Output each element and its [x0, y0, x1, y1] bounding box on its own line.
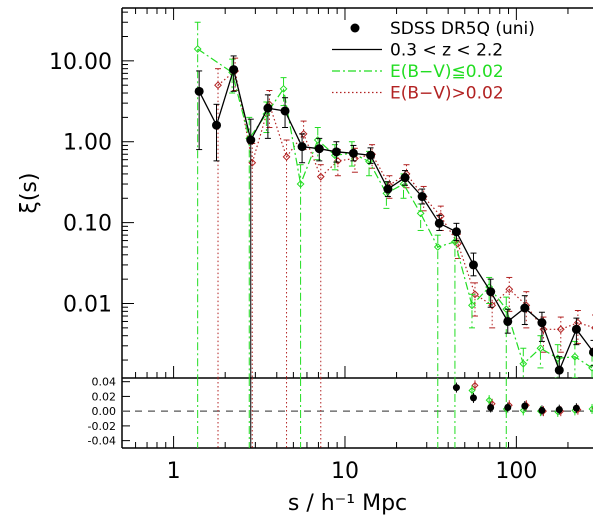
all-point: [263, 103, 273, 113]
all-point: [434, 218, 444, 228]
highext-point: [299, 129, 308, 138]
all-point: [468, 260, 478, 270]
highext-point: [333, 156, 342, 165]
lowext-point: [365, 157, 373, 166]
lowext-point: [519, 359, 528, 368]
all-resid-point: [469, 394, 477, 402]
all-resid-point: [521, 402, 529, 410]
highext-point: [316, 172, 325, 181]
x-axis-label: s / h⁻¹ Mpc: [288, 491, 407, 516]
all-resid-point: [555, 406, 563, 414]
all-point: [212, 120, 222, 130]
all-point: [589, 347, 593, 357]
lowext-point: [433, 243, 442, 251]
highext-point: [248, 158, 257, 167]
all-resid-point: [452, 384, 460, 392]
lowext-point: [468, 301, 476, 310]
lowext-point: [570, 352, 579, 361]
lowext-point: [296, 180, 305, 188]
legend-label: 0.3 < z < 2.2: [390, 41, 503, 61]
all-point: [417, 192, 427, 202]
y-axis-label: ξ(s): [17, 173, 42, 214]
all-point: [280, 106, 290, 116]
all-point: [537, 318, 547, 328]
lowext-resid-point: [588, 405, 593, 413]
resid-y-tick-label: 0.00: [92, 405, 117, 418]
y-tick-label: 0.01: [63, 293, 112, 318]
x-tick-label: 100: [495, 459, 537, 484]
resid-y-tick-label: -0.02: [88, 420, 116, 433]
highext-point: [214, 81, 222, 90]
legend-label: SDSS DR5Q (uni): [390, 19, 535, 39]
resid-y-tick-label: 0.04: [92, 376, 117, 389]
lowext-point: [262, 110, 271, 118]
x-tick-label: 1: [167, 459, 181, 484]
all-point: [194, 86, 204, 96]
lowext-series-line: [197, 48, 593, 369]
all-point: [451, 227, 461, 237]
lowext-point: [313, 136, 322, 144]
legend: SDSS DR5Q (uni)0.3 < z < 2.2E(B−V)≦0.02E…: [332, 19, 535, 104]
highext-point: [488, 301, 497, 310]
all-point: [571, 324, 581, 334]
all-point: [246, 135, 256, 145]
all-point: [520, 303, 530, 313]
all-point: [400, 173, 410, 183]
y-tick-label: 1.00: [63, 131, 112, 156]
all-point: [297, 142, 307, 152]
highext-point: [539, 325, 548, 334]
y-tick-label: 0.10: [63, 212, 112, 237]
legend-label: E(B−V)>0.02: [390, 84, 504, 104]
highext-point: [505, 285, 514, 294]
lowext-point: [502, 305, 511, 314]
lowext-point: [536, 344, 545, 353]
all-point: [314, 144, 324, 154]
legend-label: E(B−V)≦0.02: [390, 62, 504, 82]
all-resid-point: [504, 403, 512, 411]
lowext-point: [399, 180, 408, 188]
x-tick-label: 10: [331, 459, 359, 484]
top-plot-area: [193, 21, 593, 378]
highext-point: [471, 290, 479, 299]
highext-resid-point: [471, 381, 479, 389]
lowext-resid-point: [468, 387, 476, 395]
all-point: [366, 150, 376, 160]
all-point: [503, 316, 513, 326]
lowext-point: [588, 363, 593, 372]
all-series-line: [198, 67, 593, 372]
highext-point: [556, 325, 565, 334]
all-point: [348, 148, 358, 158]
highext-point: [454, 239, 462, 248]
lowext-point: [279, 84, 288, 93]
all-resid-point: [572, 404, 580, 412]
resid-y-tick-label: 0.02: [92, 390, 117, 403]
highext-point: [282, 152, 291, 161]
lowext-point: [193, 45, 202, 53]
resid-y-tick-label: -0.04: [88, 435, 116, 448]
lowext-resid-point: [485, 396, 493, 404]
legend-marker: [350, 23, 360, 33]
all-point: [229, 65, 239, 75]
all-point: [554, 365, 564, 375]
lowext-point: [416, 209, 425, 218]
all-resid-point: [538, 406, 546, 414]
all-point: [331, 147, 341, 157]
lowext-point: [553, 354, 562, 363]
y-tick-label: 10.00: [49, 50, 112, 75]
all-point: [383, 184, 393, 194]
all-resid-point: [487, 403, 495, 411]
all-point: [486, 287, 496, 297]
residual-plot-area: [197, 378, 593, 448]
